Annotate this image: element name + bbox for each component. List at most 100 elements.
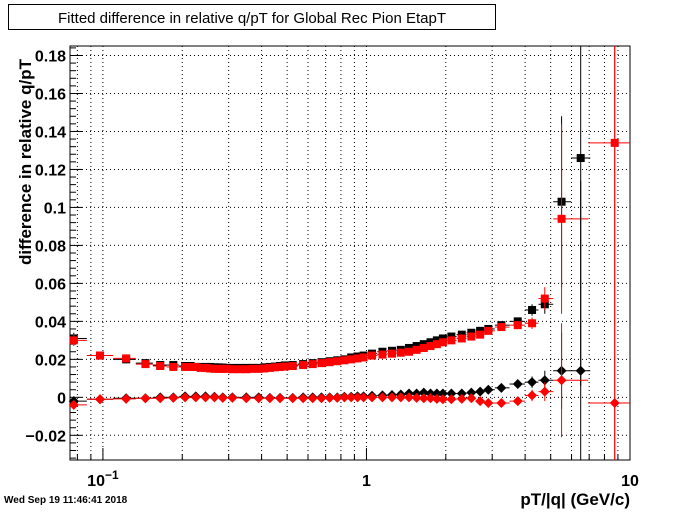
data-point-square bbox=[206, 364, 215, 373]
data-point-square bbox=[484, 326, 493, 335]
data-point-diamond bbox=[431, 388, 442, 399]
data-point-square bbox=[396, 348, 405, 357]
x-tick-label: 10 bbox=[621, 473, 639, 490]
data-point-diamond bbox=[387, 392, 398, 403]
data-point-square bbox=[96, 351, 105, 360]
tick-labels: −0.02 0 0.02 0.04 0.06 0.08 0.1 0.12 0.14 0.16 0.1… bbox=[26, 48, 639, 490]
x-tick-label: 10−1 bbox=[87, 468, 119, 490]
series-1 bbox=[69, 46, 630, 460]
data-point-diamond bbox=[425, 393, 436, 404]
data-point-square bbox=[254, 364, 263, 373]
data-point-square bbox=[122, 354, 131, 363]
data-point-square bbox=[69, 336, 78, 345]
data-point-square bbox=[248, 364, 257, 373]
data-point-square bbox=[325, 358, 334, 367]
data-point-diamond bbox=[539, 375, 550, 386]
data-point-square bbox=[404, 347, 413, 356]
data-point-diamond bbox=[227, 392, 238, 403]
data-point-diamond bbox=[241, 393, 252, 404]
data-point-diamond bbox=[209, 392, 220, 403]
data-point-square bbox=[201, 363, 210, 372]
data-point-diamond bbox=[556, 375, 567, 386]
data-point-diamond bbox=[346, 392, 357, 403]
data-point-square bbox=[214, 364, 223, 373]
data-point-square bbox=[426, 342, 435, 351]
data-point-square bbox=[191, 362, 200, 371]
data-point-square bbox=[419, 343, 428, 352]
data-point-square bbox=[156, 361, 165, 370]
data-point-square bbox=[388, 349, 397, 358]
data-point-square bbox=[368, 351, 377, 360]
data-point-square bbox=[467, 332, 476, 341]
series-2 bbox=[68, 180, 591, 460]
data-point-diamond bbox=[352, 392, 363, 403]
data-point-square bbox=[557, 214, 566, 223]
data-point-square bbox=[576, 154, 585, 163]
data-point-square bbox=[242, 365, 251, 374]
x-tick-label: 1 bbox=[362, 473, 371, 490]
data-point-square bbox=[271, 363, 280, 372]
data-point-diamond bbox=[264, 393, 275, 404]
data-point-diamond bbox=[68, 399, 79, 410]
data-point-diamond bbox=[418, 387, 429, 398]
data-point-diamond bbox=[527, 377, 538, 388]
data-point-square bbox=[528, 319, 537, 328]
data-point-diamond bbox=[324, 392, 335, 403]
data-point-diamond bbox=[217, 392, 228, 403]
series-3 bbox=[68, 46, 630, 460]
chart-title: Fitted difference in relative q/pT for G… bbox=[58, 10, 446, 27]
y-tick-label: 0.1 bbox=[44, 200, 66, 217]
data-point-diamond bbox=[456, 388, 467, 399]
data-point-square bbox=[476, 330, 485, 339]
y-tick-label: 0 bbox=[57, 390, 66, 407]
y-tick-label: 0.12 bbox=[35, 162, 66, 179]
y-tick-label: 0.08 bbox=[35, 238, 66, 255]
data-point-diamond bbox=[539, 386, 550, 397]
data-point-square bbox=[196, 363, 205, 372]
data-point-diamond bbox=[527, 390, 538, 401]
data-point-square bbox=[280, 362, 289, 371]
data-point-diamond bbox=[437, 394, 448, 405]
data-point-square bbox=[317, 359, 326, 368]
y-tick-label: 0.02 bbox=[35, 352, 66, 369]
data-point-diamond bbox=[496, 398, 507, 409]
data-point-diamond bbox=[475, 396, 486, 407]
data-point-square bbox=[299, 361, 308, 370]
data-point-square bbox=[228, 365, 237, 374]
data-point-square bbox=[359, 353, 368, 362]
data-point-diamond bbox=[367, 392, 378, 403]
data-point-diamond bbox=[200, 392, 211, 403]
data-point-square bbox=[169, 362, 178, 371]
timestamp: Wed Sep 19 11:46:41 2018 bbox=[4, 495, 128, 506]
series-0 bbox=[69, 46, 591, 386]
data-point-square bbox=[497, 323, 506, 332]
data-point-square bbox=[265, 363, 274, 372]
data-point-diamond bbox=[395, 392, 406, 403]
data-point-diamond bbox=[446, 394, 457, 405]
data-point-diamond bbox=[512, 396, 523, 407]
data-point-diamond bbox=[609, 398, 620, 409]
data-point-diamond bbox=[483, 384, 494, 395]
y-tick-label: 0.16 bbox=[35, 86, 66, 103]
data-point-square bbox=[528, 305, 537, 314]
data-point-diamond bbox=[411, 392, 422, 403]
data-point-diamond bbox=[253, 393, 264, 404]
data-point-diamond bbox=[512, 379, 523, 390]
data-point-square bbox=[222, 364, 231, 373]
data-point-diamond bbox=[307, 393, 318, 404]
chart-title-box: Fitted difference in relative q/pT for G… bbox=[8, 4, 496, 30]
data-point-diamond bbox=[431, 393, 442, 404]
data-point-square bbox=[308, 360, 317, 369]
y-axis-label: difference in relative q/pT bbox=[16, 58, 35, 265]
data-point-diamond bbox=[437, 388, 448, 399]
data-point-diamond bbox=[483, 398, 494, 409]
data-point-diamond bbox=[418, 393, 429, 404]
axis-ticks bbox=[70, 47, 631, 460]
data-point-diamond bbox=[95, 394, 106, 405]
data-point-square bbox=[353, 354, 362, 363]
data-point-diamond bbox=[339, 392, 350, 403]
data-point-diamond bbox=[446, 388, 457, 399]
data-point-square bbox=[260, 364, 269, 373]
data-point-diamond bbox=[275, 393, 286, 404]
y-tick-label: 0.14 bbox=[35, 124, 66, 141]
